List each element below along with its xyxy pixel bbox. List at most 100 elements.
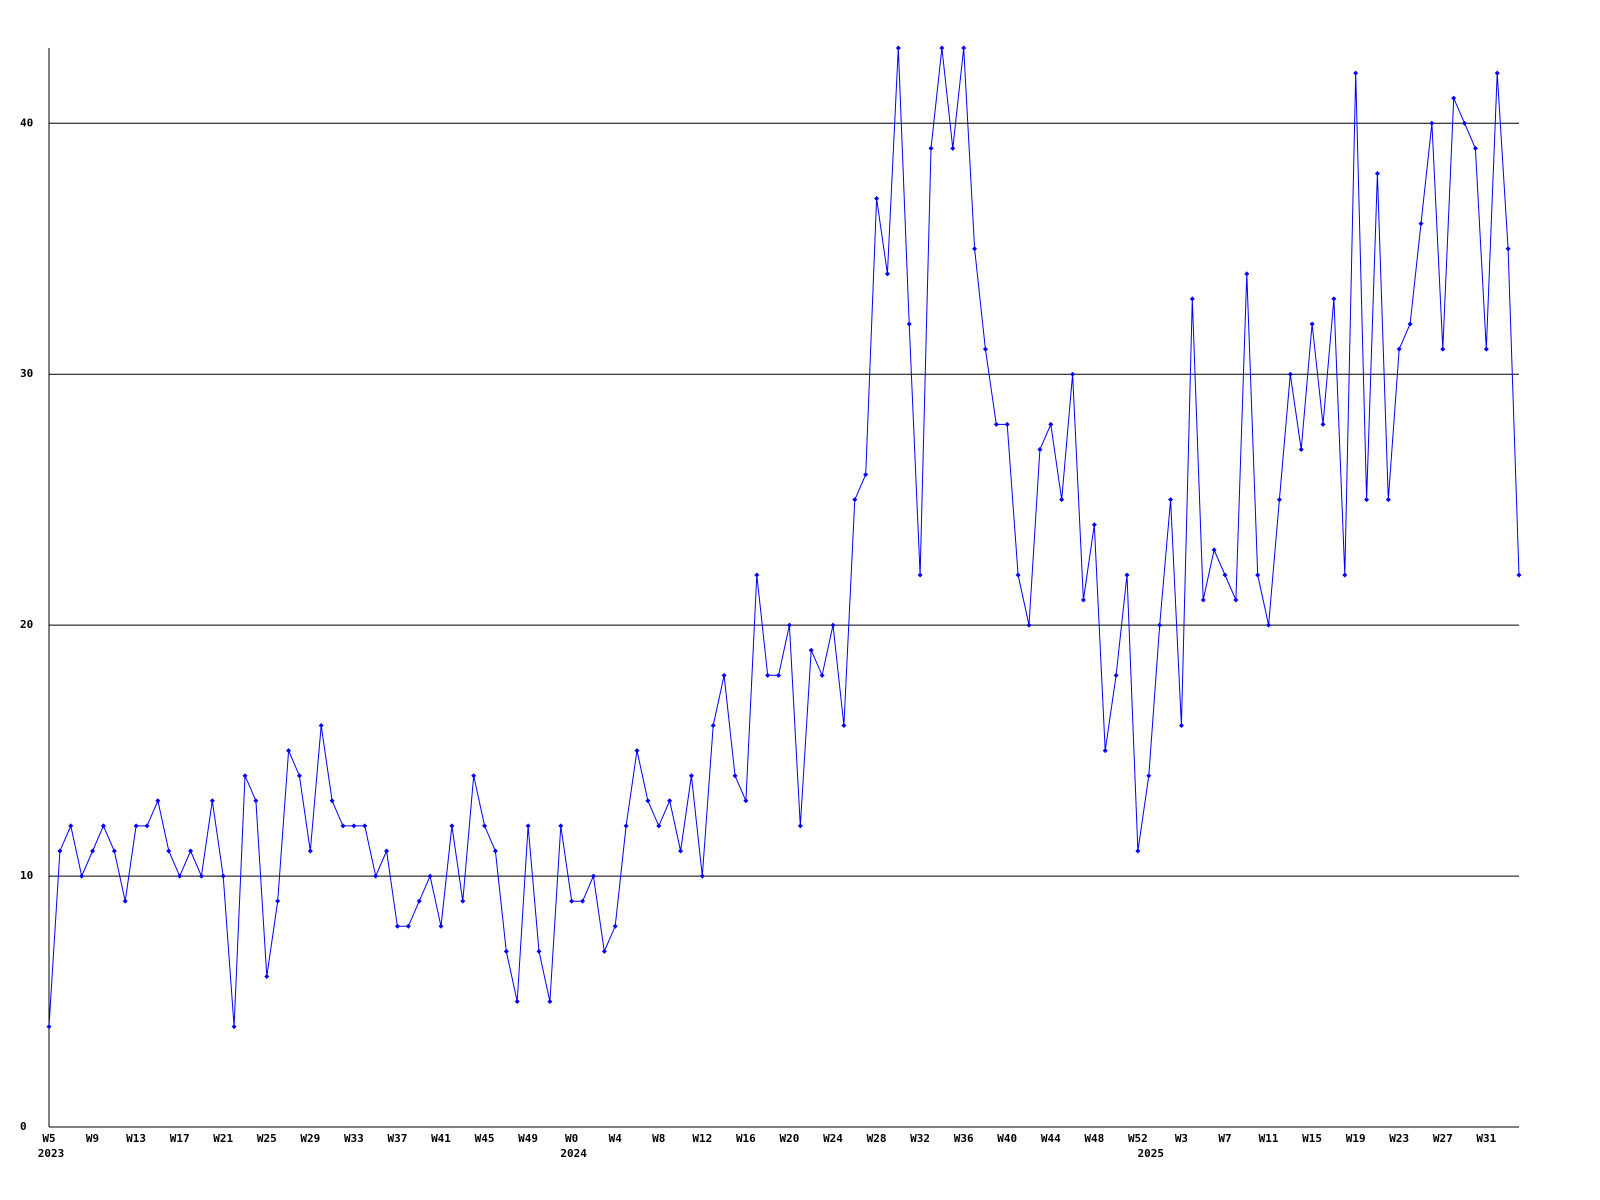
point-marker <box>242 773 248 779</box>
x-tick-label: W33 <box>344 1132 364 1145</box>
x-tick-label: W13 <box>126 1132 146 1145</box>
point-marker <box>460 898 466 904</box>
point-marker <box>765 672 771 678</box>
point-marker <box>667 798 673 804</box>
point-marker <box>318 723 324 729</box>
point-marker <box>220 873 226 879</box>
point-marker <box>1407 321 1413 327</box>
point-marker <box>100 823 106 829</box>
point-marker <box>1451 95 1457 101</box>
point-marker <box>188 848 194 854</box>
point-marker <box>198 873 204 879</box>
point-marker <box>1091 522 1097 528</box>
year-label: 2023 <box>38 1147 65 1160</box>
point-marker <box>1059 497 1065 503</box>
point-marker <box>492 848 498 854</box>
y-tick-label: 20 <box>20 618 33 631</box>
point-marker <box>264 973 270 979</box>
point-marker <box>874 196 880 202</box>
point-marker <box>1146 773 1152 779</box>
point-marker <box>895 45 901 51</box>
point-marker <box>144 823 150 829</box>
point-marker <box>830 622 836 628</box>
x-tick-label: W8 <box>652 1132 665 1145</box>
point-marker <box>786 622 792 628</box>
point-marker <box>612 923 618 929</box>
y-tick-label: 40 <box>20 116 33 129</box>
y-tick-label: 10 <box>20 869 33 882</box>
point-marker <box>1472 145 1478 151</box>
x-tick-label: W20 <box>780 1132 800 1145</box>
point-marker <box>547 999 553 1005</box>
x-tick-label: W23 <box>1389 1132 1409 1145</box>
x-tick-label: W52 <box>1128 1132 1148 1145</box>
point-marker <box>1168 497 1174 503</box>
point-marker <box>351 823 357 829</box>
x-tick-label: W21 <box>213 1132 233 1145</box>
x-tick-label: W32 <box>910 1132 930 1145</box>
x-tick-label: W24 <box>823 1132 843 1145</box>
x-tick-label: W29 <box>300 1132 320 1145</box>
point-marker <box>656 823 662 829</box>
point-marker <box>79 873 85 879</box>
point-marker <box>558 823 564 829</box>
point-marker <box>405 923 411 929</box>
point-marker <box>503 948 509 954</box>
point-marker <box>961 45 967 51</box>
point-marker <box>688 773 694 779</box>
point-marker <box>1374 170 1380 176</box>
point-marker <box>1298 446 1304 452</box>
point-marker <box>1276 497 1282 503</box>
point-marker <box>1004 421 1010 427</box>
point-marker <box>57 848 63 854</box>
x-tick-label: W4 <box>609 1132 623 1145</box>
x-tick-label: W12 <box>692 1132 712 1145</box>
point-marker <box>906 321 912 327</box>
point-marker <box>1266 622 1272 628</box>
point-marker <box>1070 371 1076 377</box>
point-marker <box>1429 120 1435 126</box>
point-marker <box>1189 296 1195 302</box>
point-marker <box>1080 597 1086 603</box>
point-marker <box>732 773 738 779</box>
point-marker <box>253 798 259 804</box>
point-marker <box>1287 371 1293 377</box>
point-marker <box>1353 70 1359 76</box>
x-tick-label: W36 <box>954 1132 974 1145</box>
point-marker <box>177 873 183 879</box>
point-marker <box>1418 221 1424 227</box>
point-marker <box>427 873 433 879</box>
point-marker <box>623 823 629 829</box>
point-marker <box>1483 346 1489 352</box>
point-marker <box>1331 296 1337 302</box>
x-tick-label: W9 <box>86 1132 99 1145</box>
y-tick-label: 0 <box>20 1120 27 1133</box>
point-marker <box>1462 120 1468 126</box>
point-marker <box>122 898 128 904</box>
x-tick-label: W25 <box>257 1132 277 1145</box>
point-marker <box>329 798 335 804</box>
point-marker <box>340 823 346 829</box>
point-marker <box>307 848 313 854</box>
point-marker <box>1516 572 1522 578</box>
point-marker <box>155 798 161 804</box>
point-marker <box>231 1024 237 1030</box>
point-marker <box>416 898 422 904</box>
point-marker <box>743 798 749 804</box>
year-label: 2025 <box>1138 1147 1165 1160</box>
point-marker <box>449 823 455 829</box>
point-marker <box>863 472 869 478</box>
point-marker <box>525 823 531 829</box>
point-marker <box>68 823 74 829</box>
point-marker <box>601 948 607 954</box>
x-tick-label: W31 <box>1476 1132 1496 1145</box>
point-marker <box>133 823 139 829</box>
point-marker <box>841 723 847 729</box>
point-marker <box>482 823 488 829</box>
x-tick-label: W48 <box>1084 1132 1104 1145</box>
point-marker <box>46 1024 52 1030</box>
point-marker <box>438 923 444 929</box>
point-marker <box>1494 70 1500 76</box>
point-marker <box>394 923 400 929</box>
